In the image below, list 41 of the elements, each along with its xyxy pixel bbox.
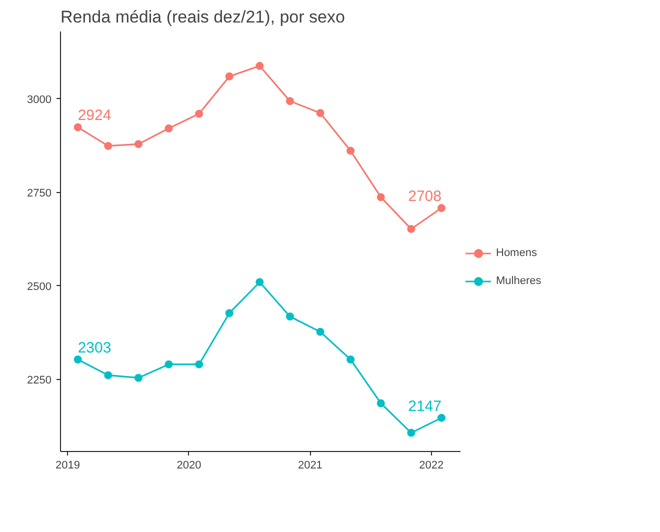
- point: [376, 193, 385, 202]
- x-tick-label: 2019: [56, 460, 80, 472]
- point: [164, 124, 173, 132]
- point: [346, 356, 355, 364]
- point: [134, 374, 142, 382]
- point: [286, 97, 294, 106]
- data-label: 2303: [78, 339, 112, 356]
- x-tick-label: 2020: [176, 460, 202, 472]
- point: [437, 204, 446, 212]
- point: [316, 109, 324, 118]
- point: [256, 278, 264, 286]
- point: [164, 360, 173, 368]
- y-tick-label: 2750: [27, 187, 52, 200]
- point: [407, 428, 416, 437]
- y-tick-label: 2250: [27, 374, 52, 386]
- point: [437, 414, 446, 422]
- y-tick-label: 3000: [27, 94, 52, 106]
- point: [195, 110, 204, 118]
- y-tick-label: 2500: [27, 280, 52, 293]
- point: [134, 140, 142, 148]
- point: [104, 371, 112, 380]
- point: [316, 328, 324, 336]
- point: [376, 399, 385, 408]
- point: [225, 309, 234, 318]
- point: [346, 146, 355, 155]
- point: [74, 356, 82, 364]
- point: [407, 224, 416, 233]
- legend-label: Mulheres: [496, 275, 542, 287]
- data-label: 2924: [78, 107, 112, 124]
- point: [256, 62, 264, 70]
- x-tick-label: 2021: [298, 460, 322, 472]
- x-tick-label: 2022: [419, 460, 444, 472]
- data-label: 2708: [408, 188, 442, 206]
- point: [74, 123, 82, 132]
- data-label: 2147: [408, 398, 442, 415]
- legend-label: Homens: [496, 247, 537, 259]
- point: [195, 360, 204, 368]
- point: [286, 312, 294, 320]
- point: [104, 142, 112, 150]
- chart-title: Renda média (reais dez/21), por sexo: [60, 8, 345, 26]
- point: [225, 72, 234, 80]
